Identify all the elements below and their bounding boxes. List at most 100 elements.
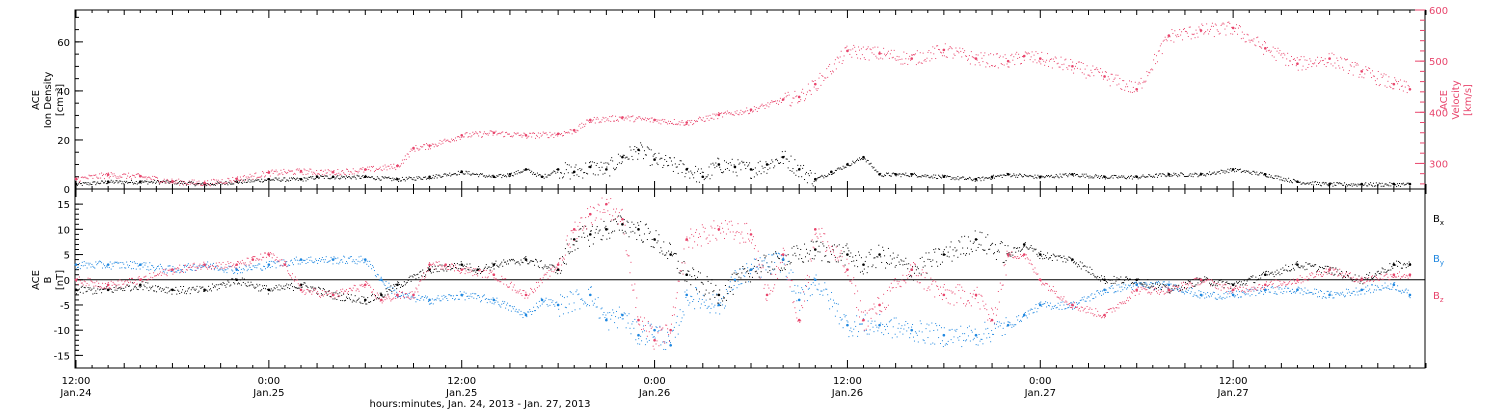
trace-point	[898, 173, 900, 175]
data-point	[685, 293, 689, 297]
trace-point	[1280, 54, 1282, 56]
trace-point	[446, 139, 448, 141]
trace-point	[612, 115, 614, 117]
trace-point	[618, 162, 620, 164]
trace-point	[117, 176, 119, 178]
trace-point	[990, 53, 992, 55]
trace-point	[885, 267, 887, 269]
trace-point	[320, 175, 322, 177]
trace-point	[1394, 184, 1396, 186]
trace-point	[81, 184, 83, 186]
trace-point	[1285, 64, 1287, 66]
trace-point	[689, 177, 691, 179]
trace-point	[401, 159, 403, 161]
trace-point	[1176, 36, 1178, 38]
trace-point	[403, 178, 405, 180]
trace-point	[1360, 184, 1362, 186]
trace-point	[108, 288, 110, 290]
trace-point	[603, 220, 605, 222]
trace-point	[998, 57, 1000, 59]
trace-point	[825, 176, 827, 178]
trace-point	[190, 269, 192, 271]
trace-point	[782, 163, 784, 165]
trace-point	[823, 177, 825, 179]
trace-point	[471, 173, 473, 175]
trace-point	[1043, 176, 1045, 178]
trace-point	[188, 180, 190, 182]
trace-point	[834, 59, 836, 61]
trace-point	[351, 173, 353, 175]
trace-point	[840, 259, 842, 261]
trace-point	[859, 254, 860, 256]
trace-point	[1349, 64, 1351, 66]
trace-point	[779, 269, 781, 271]
trace-point	[522, 262, 524, 264]
trace-point	[466, 132, 468, 134]
trace-point	[373, 178, 375, 180]
trace-point	[395, 169, 397, 171]
trace-point	[467, 136, 469, 138]
trace-point	[852, 256, 854, 258]
trace-point	[1346, 185, 1348, 187]
trace-point	[909, 176, 911, 178]
trace-point	[932, 177, 934, 179]
trace-point	[1173, 41, 1175, 43]
trace-point	[970, 248, 972, 250]
trace-point	[114, 181, 116, 183]
trace-point	[961, 177, 963, 179]
trace-point	[1365, 182, 1367, 184]
trace-point	[384, 294, 386, 296]
trace-point	[915, 175, 917, 177]
trace-point	[1270, 175, 1272, 177]
trace-point	[555, 134, 557, 136]
trace-point	[122, 262, 124, 264]
trace-point	[345, 178, 347, 180]
trace-point	[713, 290, 715, 292]
trace-point	[551, 134, 553, 136]
trace-point	[1098, 175, 1100, 177]
trace-point	[491, 262, 493, 264]
trace-point	[522, 170, 524, 172]
trace-point	[934, 177, 936, 179]
trace-point	[448, 265, 450, 267]
trace-point	[1184, 30, 1186, 32]
trace-point	[93, 266, 95, 268]
trace-point	[594, 174, 596, 176]
trace-point	[110, 172, 112, 174]
trace-point	[166, 179, 168, 181]
trace-point	[508, 259, 510, 261]
data-point	[1167, 283, 1171, 287]
trace-point	[90, 184, 92, 186]
trace-point	[319, 175, 321, 177]
trace-point	[1102, 71, 1103, 73]
trace-point	[185, 183, 187, 185]
trace-point	[511, 136, 513, 138]
trace-point	[317, 173, 319, 175]
trace-point	[627, 221, 629, 223]
trace-point	[697, 168, 699, 170]
trace-point	[130, 261, 131, 263]
trace-point	[638, 224, 640, 226]
trace-point	[788, 160, 790, 162]
trace-point	[77, 183, 79, 185]
trace-point	[355, 170, 357, 172]
trace-point	[733, 272, 735, 274]
trace-point	[1291, 182, 1293, 184]
trace-point	[76, 290, 78, 292]
trace-point	[811, 183, 813, 185]
trace-point	[454, 173, 456, 175]
trace-point	[504, 261, 506, 263]
trace-point	[333, 170, 335, 172]
trace-point	[438, 142, 440, 144]
trace-point	[1284, 180, 1286, 182]
trace-point	[759, 266, 761, 268]
trace-point	[463, 173, 465, 175]
trace-point	[980, 244, 982, 246]
trace-point	[342, 170, 344, 172]
trace-point	[138, 264, 140, 266]
trace-point	[270, 170, 272, 172]
trace-point	[387, 165, 389, 167]
trace-point	[1219, 32, 1221, 34]
trace-point	[1235, 168, 1237, 170]
trace-point	[1190, 286, 1192, 288]
